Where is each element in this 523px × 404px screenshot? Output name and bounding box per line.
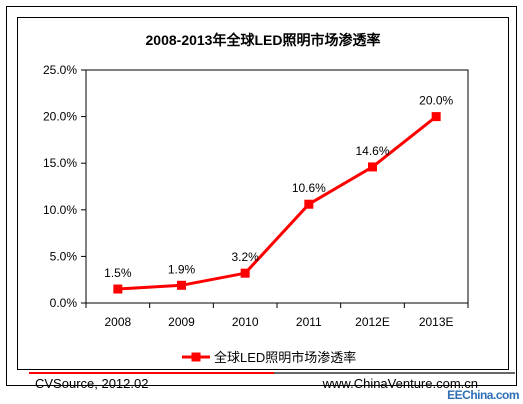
footer-divider-gray [274, 372, 515, 374]
chart-title: 2008-2013年全球LED照明市场渗透率 [145, 32, 381, 48]
data-label: 1.9% [168, 262, 196, 276]
legend-marker [191, 352, 201, 362]
line-chart: 0.0% 5.0% 10.0% 15.0% 20.0% 25.0% 2008 2009 2010… [43, 63, 469, 365]
y-tick-label: 25.0% [43, 63, 77, 77]
data-label: 1.5% [104, 266, 132, 280]
plot-border [85, 69, 469, 304]
y-tick-label: 20.0% [43, 110, 77, 124]
website-link[interactable]: www.ChinaVenture.com.cn [322, 376, 478, 391]
x-tick-label: 2011 [296, 315, 322, 329]
series-line [117, 115, 438, 291]
footer-divider-red [29, 372, 274, 374]
data-label: 20.0% [419, 94, 453, 108]
data-label: 3.2% [231, 250, 259, 264]
data-point [431, 112, 441, 122]
y-tick-label: 5.0% [50, 249, 78, 263]
data-label: 10.6% [292, 181, 326, 195]
y-tick-label: 0.0% [50, 296, 78, 310]
data-point [240, 268, 250, 278]
x-tick-label: 2010 [232, 315, 259, 329]
data-point [304, 199, 314, 209]
data-label: 14.6% [355, 144, 389, 158]
data-point [113, 284, 123, 294]
y-tick-label: 10.0% [43, 203, 77, 217]
x-tick-label: 2013E [419, 315, 454, 329]
data-point [177, 280, 186, 290]
x-tick-label: 2009 [168, 315, 195, 329]
legend-label: 全球LED照明市场渗透率 [214, 350, 356, 365]
chart-area: 2008-2013年全球LED照明市场渗透率 0.0% 5.0% 10.0% 15.0… [17, 17, 509, 370]
x-tick-label: 2012E [355, 315, 390, 329]
x-tick-label: 2008 [104, 315, 131, 329]
source-note: CVSource, 2012.02 [35, 376, 149, 391]
y-tick-label: 15.0% [43, 156, 77, 170]
watermark-text: EEChina.com [447, 388, 519, 402]
data-point [368, 162, 377, 172]
chart-frame: 2008-2013年全球LED照明市场渗透率 0.0% 5.0% 10.0% 15.0… [6, 6, 517, 391]
